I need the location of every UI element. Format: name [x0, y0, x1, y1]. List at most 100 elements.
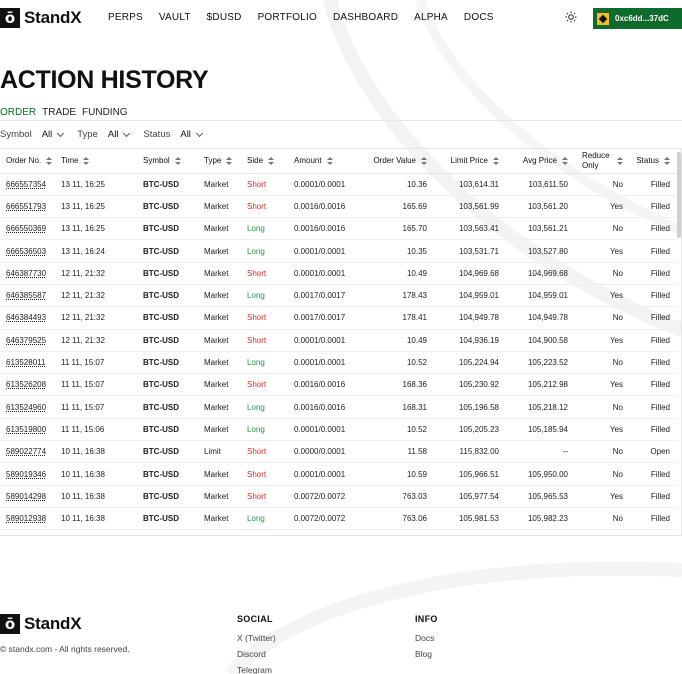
link-blog[interactable]: Blog [415, 649, 433, 659]
cell-order-no[interactable]: 613524960 [0, 395, 61, 419]
link-docs[interactable]: Docs [415, 633, 435, 643]
cell-order-no[interactable]: 666551793 [0, 195, 61, 219]
cell-reduce-only: No [568, 217, 623, 241]
standx-logo-icon: ō [0, 8, 20, 28]
symbol-filter[interactable]: Symbol All [0, 129, 65, 140]
cell-time: 13 11, 16:25 [61, 173, 143, 196]
cell-symbol: BTC-USD [143, 173, 204, 196]
nav-docs[interactable]: DOCS [463, 12, 494, 23]
sort-icon[interactable] [493, 157, 499, 166]
tab-trade[interactable]: TRADE [42, 107, 77, 118]
cell-side: Short [247, 440, 294, 464]
nav-portfolio[interactable]: PORTFOLIO [257, 12, 317, 23]
cell-order-no[interactable]: 666550369 [0, 217, 61, 241]
cell-side: Short [247, 485, 294, 508]
cell-order-no[interactable]: 613519800 [0, 418, 61, 442]
sort-icon[interactable] [562, 157, 568, 166]
table-row: 589022774 10 11, 16:38 BTC-USD Limit Short 0.… [0, 440, 678, 464]
table-row: 666557354 13 11, 16:25 BTC-USD Market Short 0… [0, 173, 678, 196]
table-row: 646379525 12 11, 21:32 BTC-USD Market Short 0… [0, 329, 678, 352]
nav-vault[interactable]: VAULT [158, 12, 191, 23]
cell-time: 11 11, 15:07 [61, 395, 143, 419]
tab-funding[interactable]: FUNDING [82, 107, 128, 118]
col-side[interactable]: Side [247, 149, 294, 174]
filter-label: Symbol [0, 129, 32, 140]
cell-order-no[interactable]: 646387730 [0, 262, 61, 285]
cell-time: 10 11, 16:38 [61, 507, 143, 531]
cell-order-no[interactable]: 646384493 [0, 306, 61, 330]
table-row: 613526208 11 11, 15:07 BTC-USD Market Short 0… [0, 373, 678, 397]
sort-icon[interactable] [268, 157, 275, 166]
sort-icon[interactable] [617, 156, 623, 165]
col-symbol[interactable]: Symbol [143, 149, 204, 174]
cell-order-no[interactable]: 613528011 [0, 351, 61, 375]
cell-order-no[interactable]: 646379525 [0, 329, 61, 352]
cell-limit-price: 115,832.00 [427, 440, 499, 464]
cell-order-value: 11.58 [361, 440, 427, 464]
sort-icon[interactable] [83, 157, 90, 166]
cell-amount: 0.0001/0.0001 [294, 418, 361, 442]
cell-amount: 0.0000/0.0001 [294, 440, 361, 464]
link-x-twitter[interactable]: X (Twitter) [237, 633, 276, 643]
cell-time: 12 11, 21:32 [61, 329, 143, 352]
col-limit-price[interactable]: Limit Price [427, 149, 499, 174]
cell-reduce-only: No [568, 173, 623, 196]
sort-icon[interactable] [174, 157, 181, 166]
cell-order-no[interactable]: 589019346 [0, 462, 61, 486]
table-row: 613519800 11 11, 15:06 BTC-USD Market Long 0.… [0, 418, 678, 442]
cell-reduce-only: No [568, 351, 623, 375]
link-telegram[interactable]: Telegram [237, 665, 272, 674]
table-scrollbar[interactable] [677, 152, 681, 238]
cell-order-no[interactable]: 666536503 [0, 239, 61, 263]
col-status[interactable]: Status [623, 149, 678, 174]
nav-perps[interactable]: PERPS [108, 12, 143, 23]
status-filter[interactable]: Status All [143, 129, 203, 140]
chevron-down-icon [123, 129, 131, 137]
wallet-address: 0xc6dd...37dC [615, 14, 669, 23]
cell-type: Market [204, 239, 247, 263]
cell-status: Filled [623, 351, 678, 375]
cell-status: Filled [623, 284, 678, 308]
type-filter[interactable]: Type All [77, 129, 131, 140]
link-discord[interactable]: Discord [237, 649, 266, 659]
sort-icon[interactable] [46, 157, 53, 166]
cell-avg-price: 105,223.52 [499, 351, 568, 375]
order-history-table: Order No. Time Symbol Type Side Amount O… [0, 148, 682, 536]
sort-icon[interactable] [664, 157, 670, 166]
cell-amount: 0.0016/0.0016 [294, 217, 361, 241]
cell-order-no[interactable]: 646385587 [0, 284, 61, 308]
cell-status: Filled [623, 217, 678, 241]
cell-symbol: BTC-USD [143, 462, 204, 486]
wallet-button[interactable]: 0xc6dd...37dC [593, 8, 682, 29]
footer-logo[interactable]: ō StandX [0, 614, 82, 634]
col-type[interactable]: Type [204, 149, 247, 174]
cell-amount: 0.0017/0.0017 [294, 306, 361, 330]
cell-reduce-only: No [568, 440, 623, 464]
cell-order-no[interactable]: 589014298 [0, 485, 61, 508]
nav-dusd[interactable]: $DUSD [206, 12, 242, 23]
sort-icon[interactable] [226, 157, 233, 166]
sun-icon[interactable] [565, 11, 577, 23]
cell-side: Long [247, 217, 294, 241]
cell-amount: 0.0016/0.0016 [294, 195, 361, 219]
col-time[interactable]: Time [61, 149, 143, 174]
nav-dashboard[interactable]: DASHBOARD [332, 12, 399, 23]
col-order-value[interactable]: Order Value [361, 149, 427, 174]
sort-icon[interactable] [421, 157, 427, 166]
cell-limit-price: 104,936.19 [427, 329, 499, 352]
cell-order-no[interactable]: 589012938 [0, 507, 61, 531]
sort-icon[interactable] [326, 157, 333, 166]
cell-amount: 0.0017/0.0017 [294, 284, 361, 308]
brand-logo[interactable]: ō StandX [0, 8, 82, 28]
cell-order-no[interactable]: 589022774 [0, 440, 61, 464]
tab-order[interactable]: ORDER [0, 107, 37, 121]
col-order-no[interactable]: Order No. [0, 149, 61, 174]
cell-reduce-only: Yes [568, 284, 623, 308]
col-amount[interactable]: Amount [294, 149, 361, 174]
nav-alpha[interactable]: ALPHA [414, 12, 448, 23]
cell-type: Market [204, 373, 247, 397]
cell-order-no[interactable]: 666557354 [0, 173, 61, 196]
col-avg-price[interactable]: Avg Price [499, 149, 568, 174]
cell-order-no[interactable]: 613526208 [0, 373, 61, 397]
col-reduce-only[interactable]: Reduce Only [568, 149, 623, 174]
